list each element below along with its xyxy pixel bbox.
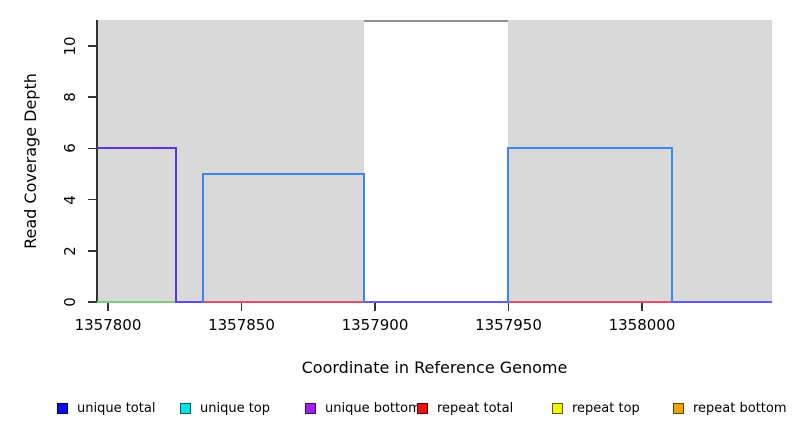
coverage-line-segment: [203, 301, 365, 303]
x-axis-title: Coordinate in Reference Genome: [301, 358, 568, 377]
x-tick-label: 1357900: [341, 316, 409, 334]
unique-region-right: [507, 20, 773, 302]
y-tick: [88, 96, 96, 98]
y-tick: [88, 45, 96, 47]
coverage-line-segment: [363, 173, 366, 303]
coverage-line-segment: [174, 147, 177, 303]
coverage-line-segment: [506, 147, 509, 303]
coverage-line-segment: [97, 147, 176, 150]
repeat-region-white-band: [364, 20, 508, 304]
legend: unique total unique top unique bottom re…: [0, 398, 792, 424]
x-tick: [507, 303, 510, 311]
legend-label: unique total: [77, 400, 156, 416]
y-tick-label: 0: [61, 297, 79, 307]
y-tick: [88, 250, 96, 252]
coverage-line-segment: [203, 173, 365, 175]
legend-item-unique-bottom: unique bottom: [305, 398, 421, 418]
coverage-line-segment: [202, 173, 205, 303]
coverage-line-segment: [175, 301, 204, 303]
x-tick-label: 1357950: [475, 316, 542, 334]
x-tick: [107, 303, 109, 311]
y-tick: [88, 301, 96, 303]
repeat-top-swatch-icon: [552, 402, 563, 414]
x-tick: [374, 303, 376, 311]
legend-label: unique top: [200, 400, 271, 416]
legend-label: repeat bottom: [693, 400, 787, 416]
coverage-line-segment: [671, 301, 773, 303]
legend-item-repeat-top: repeat top: [552, 398, 640, 418]
legend-item-unique-total: unique total: [57, 398, 155, 418]
y-tick-label: 10: [61, 36, 79, 56]
legend-item-repeat-total: repeat total: [417, 398, 513, 418]
x-tick-label: 1358000: [608, 316, 676, 334]
unique-total-swatch-icon: [57, 402, 68, 414]
legend-label: repeat top: [572, 400, 640, 416]
y-tick-label: 2: [61, 246, 79, 256]
legend-item-unique-top: unique top: [180, 398, 270, 418]
unique-region-left: [97, 20, 365, 302]
legend-label: unique bottom: [325, 400, 421, 416]
legend-label: repeat total: [437, 400, 514, 416]
y-tick: [88, 198, 96, 201]
repeat-total-swatch-icon: [417, 402, 428, 414]
x-tick-label: 1357800: [74, 316, 142, 334]
coverage-line-segment: [507, 147, 672, 150]
y-tick-label: 6: [61, 143, 79, 154]
legend-item-repeat-bottom: repeat bottom: [673, 398, 787, 418]
coverage-line-segment: [97, 301, 176, 303]
y-axis-line: [96, 20, 98, 303]
y-tick-label: 8: [61, 92, 79, 102]
x-tick: [240, 303, 243, 311]
x-tick: [641, 303, 643, 311]
coverage-line-segment: [670, 147, 673, 303]
y-axis-title: Read Coverage Depth: [21, 73, 40, 249]
coverage-line-segment: [364, 301, 508, 303]
y-tick-label: 4: [61, 194, 79, 205]
unique-top-swatch-icon: [180, 402, 191, 414]
repeat-bottom-swatch-icon: [673, 402, 684, 414]
unique-bottom-swatch-icon: [305, 402, 316, 414]
x-tick-label: 1357850: [208, 316, 275, 334]
coverage-line-segment: [507, 301, 672, 303]
y-tick: [88, 147, 96, 150]
